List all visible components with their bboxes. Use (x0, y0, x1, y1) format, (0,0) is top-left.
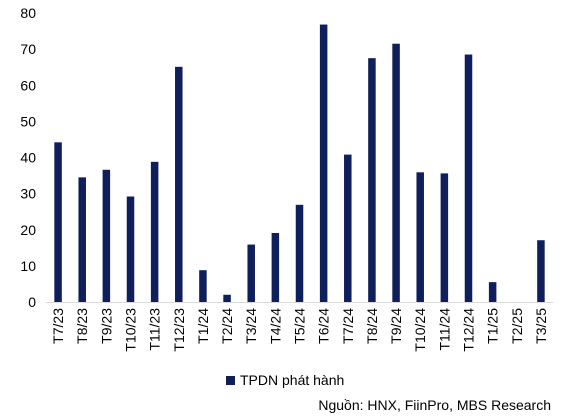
x-axis: T7/23 T8/23 T9/23 T10/23 T11/23 T12/23 T1/24 T2… (46, 302, 553, 352)
bar (440, 173, 449, 302)
x-tick-label: T7/23 (50, 308, 66, 344)
x-tick-label: T3/25 (533, 308, 549, 344)
x-tick-label: T11/24 (436, 308, 452, 351)
x-tick-label: T5/24 (292, 308, 308, 344)
y-axis: 0 10 20 30 40 50 60 70 80 (20, 5, 36, 310)
x-tick-label: T10/24 (412, 308, 428, 352)
x-tick-label: T6/24 (316, 308, 332, 344)
bar (295, 204, 304, 302)
x-tick-label: T2/24 (219, 308, 235, 344)
y-tick-label: 20 (20, 222, 36, 238)
x-tick-label: T8/24 (364, 308, 380, 344)
x-tick-label: T9/23 (98, 308, 114, 344)
bar (102, 169, 111, 302)
y-tick-label: 50 (20, 113, 36, 129)
bar (392, 43, 400, 303)
bar (344, 154, 352, 302)
bar (54, 142, 62, 302)
x-tick-label: T10/23 (123, 308, 139, 352)
legend-label: TPDN phát hành (240, 372, 345, 388)
y-tick-label: 40 (20, 150, 36, 166)
x-tick-label: T1/25 (485, 308, 501, 344)
bar (537, 240, 545, 302)
x-tick-label: T1/24 (195, 308, 211, 344)
bar (319, 24, 328, 303)
y-tick-label: 80 (20, 5, 36, 21)
bar (199, 270, 207, 302)
bar (126, 196, 135, 302)
x-tick-label: T9/24 (388, 308, 404, 344)
y-tick-label: 10 (20, 258, 36, 274)
x-tick-label: T12/23 (171, 308, 187, 352)
source-note: Nguồn: HNX, FiinPro, MBS Research (318, 397, 551, 413)
y-tick-label: 60 (20, 77, 36, 93)
legend-swatch (226, 375, 235, 385)
bar (175, 66, 183, 302)
bar (223, 294, 231, 302)
bar (488, 282, 497, 302)
y-tick-label: 0 (28, 294, 36, 310)
x-tick-label: T8/23 (74, 308, 90, 344)
bar (416, 172, 424, 302)
legend: TPDN phát hành (226, 372, 344, 388)
bar (247, 244, 255, 302)
x-tick-label: T11/23 (147, 308, 163, 351)
x-tick-label: T12/24 (461, 308, 477, 352)
bar (368, 58, 376, 302)
x-tick-label: T2/25 (509, 308, 525, 344)
y-tick-label: 30 (20, 186, 36, 202)
y-tick-label: 70 (20, 41, 36, 57)
bars (54, 24, 545, 303)
bar (78, 177, 86, 302)
x-tick-label: T4/24 (267, 308, 283, 344)
bar (150, 161, 159, 302)
x-tick-label: T3/24 (243, 308, 259, 344)
bar (271, 233, 280, 302)
x-tick-label: T7/24 (340, 308, 356, 344)
bar (464, 54, 473, 303)
